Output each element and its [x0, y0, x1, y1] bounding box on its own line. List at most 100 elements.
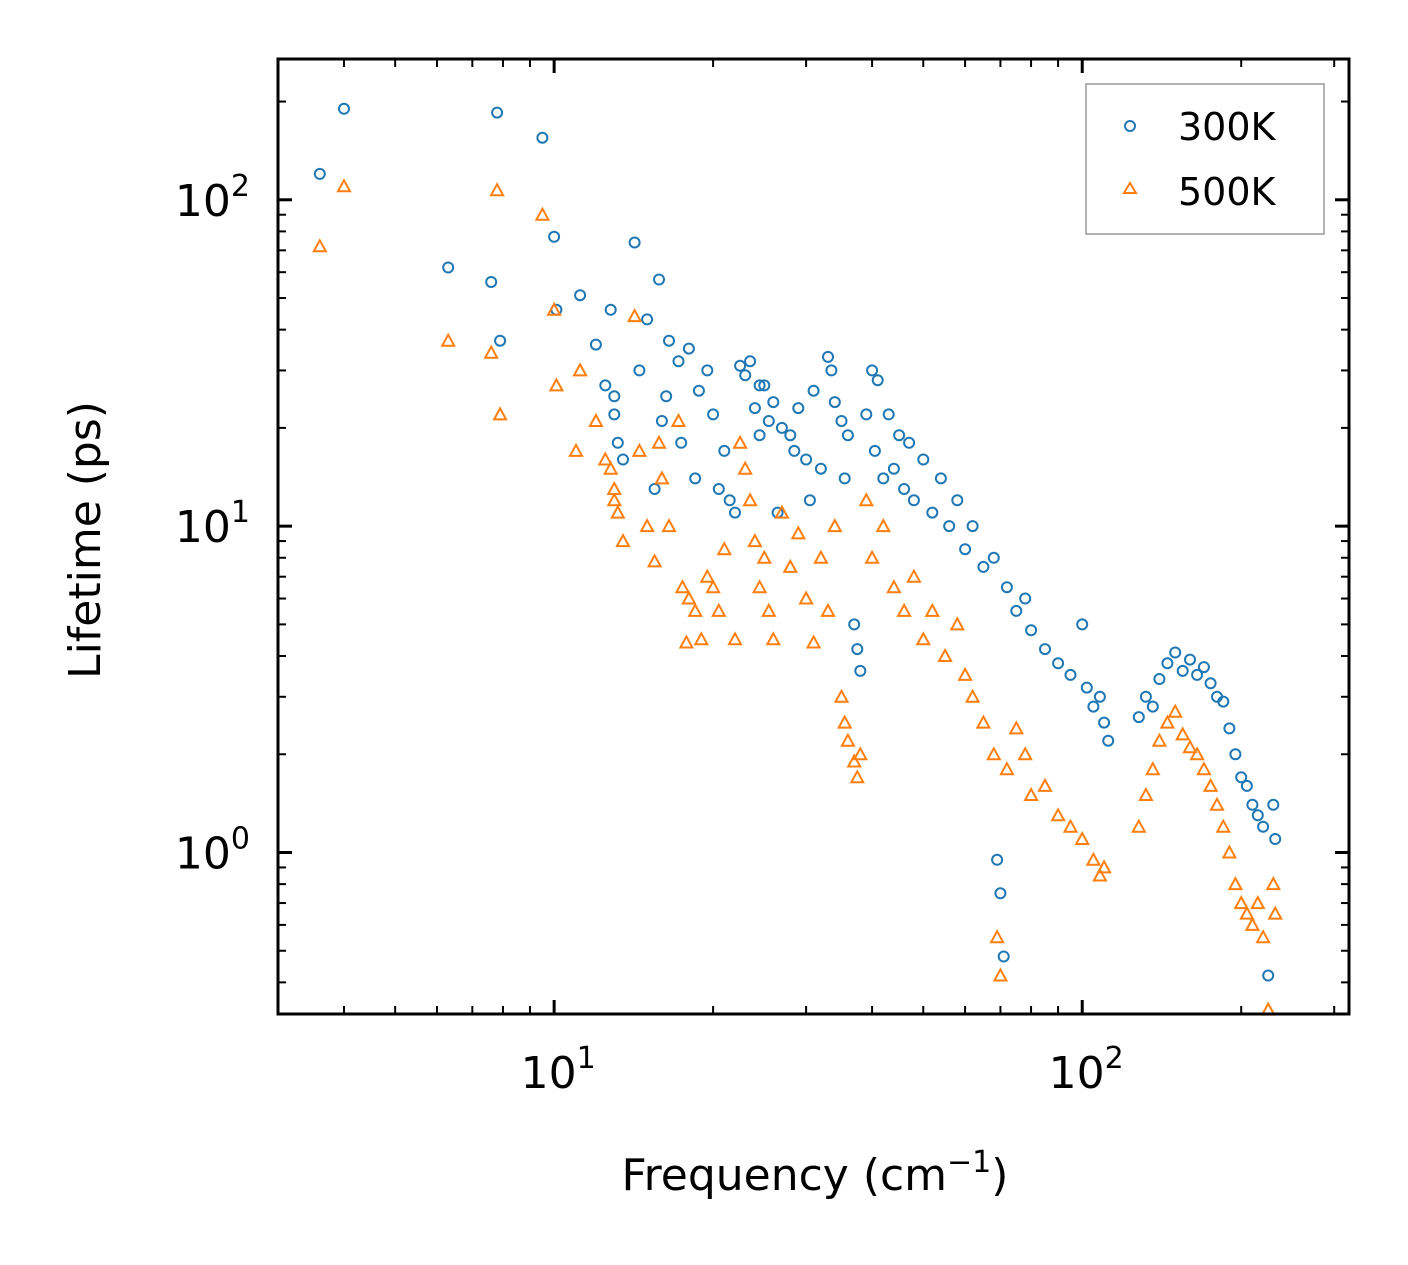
point-500k-93: [1189, 746, 1205, 761]
point-300k-104: [1169, 646, 1182, 659]
point-500k-15: [606, 492, 622, 507]
point-300k-99: [1132, 711, 1145, 724]
point-300k-50: [800, 453, 813, 466]
point-500k-10: [572, 362, 588, 377]
tick-labels: 101 102 100 101 102: [175, 169, 1124, 1099]
point-300k-39: [748, 402, 761, 415]
point-500k-88: [1151, 732, 1168, 747]
point-300k-83: [991, 853, 1004, 866]
point-300k-12: [604, 303, 617, 316]
point-500k-39: [747, 533, 763, 548]
point-300k-115: [1240, 779, 1253, 792]
point-300k-79: [959, 543, 972, 556]
point-500k-32: [705, 579, 721, 594]
point-300k-102: [1153, 673, 1166, 685]
point-300k-60: [848, 618, 861, 631]
legend-label-300k: 300K: [1178, 105, 1277, 149]
point-300k-13: [608, 390, 621, 403]
point-300k-31: [707, 408, 720, 421]
point-300k-38: [744, 355, 757, 368]
y-tick-label-2: 102: [175, 169, 250, 227]
point-500k-16: [610, 504, 626, 519]
y-axis-label: Lifetime (ps): [60, 401, 111, 679]
point-300k-105: [1176, 664, 1189, 677]
point-500k-69: [964, 688, 981, 703]
point-500k-71: [986, 746, 1002, 761]
point-300k-84: [994, 887, 1007, 900]
point-500k-49: [813, 549, 829, 564]
point-500k-70: [975, 714, 992, 729]
point-300k-98: [1102, 734, 1115, 747]
point-500k-13: [603, 460, 619, 475]
plot-frame: [276, 57, 1351, 1016]
point-300k-14: [608, 408, 621, 421]
point-300k-112: [1223, 722, 1236, 735]
point-300k-21: [653, 273, 665, 286]
point-300k-118: [1257, 820, 1270, 833]
point-500k-75: [1008, 720, 1024, 735]
point-300k-51: [803, 494, 816, 507]
point-500k-50: [820, 602, 836, 617]
point-500k-92: [1182, 739, 1198, 754]
point-500k-66: [937, 647, 953, 662]
point-300k-44: [767, 396, 780, 409]
point-500k-102: [1244, 916, 1261, 931]
point-300k-27: [682, 342, 695, 355]
point-300k-87: [1010, 604, 1023, 617]
point-500k-59: [864, 549, 880, 564]
point-500k-27: [678, 634, 695, 649]
point-300k-28: [689, 472, 702, 485]
point-300k-48: [788, 444, 801, 457]
point-500k-106: [1265, 876, 1281, 891]
point-500k-28: [681, 590, 697, 605]
point-300k-67: [877, 472, 890, 485]
point-500k-53: [837, 714, 853, 729]
point-300k-30: [701, 364, 714, 377]
legend-marker-500k: [1122, 181, 1138, 194]
legend-label-500k: 500K: [1178, 170, 1277, 214]
point-500k-43: [765, 631, 781, 646]
point-300k-46: [775, 421, 788, 434]
point-300k-53: [814, 462, 827, 475]
point-500k-107: [1267, 905, 1283, 920]
point-300k-75: [926, 506, 939, 519]
y-tick-label-1: 101: [175, 495, 250, 553]
point-300k-113: [1229, 748, 1242, 761]
point-500k-45: [782, 558, 798, 573]
point-300k-33: [718, 444, 731, 457]
point-300k-59: [841, 429, 854, 442]
point-500k-94: [1196, 761, 1212, 776]
point-300k-89: [1025, 624, 1038, 637]
point-500k-31: [699, 568, 715, 583]
point-500k-64: [915, 631, 931, 646]
point-500k-36: [732, 434, 748, 449]
point-300k-56: [828, 396, 841, 409]
point-300k-43: [762, 415, 775, 427]
point-500k-103: [1250, 895, 1266, 910]
point-300k-36: [734, 359, 747, 372]
point-500k-72: [989, 929, 1005, 944]
point-300k-6: [536, 131, 549, 144]
point-500k-98: [1221, 844, 1238, 859]
point-300k-19: [641, 313, 654, 326]
point-500k-60: [875, 518, 891, 533]
point-300k-16: [617, 453, 629, 466]
point-300k-15: [611, 436, 624, 449]
point-300k-57: [835, 415, 848, 427]
point-300k-74: [917, 453, 930, 466]
point-500k-80: [1062, 818, 1079, 833]
point-300k-109: [1204, 677, 1217, 690]
point-300k-54: [822, 350, 834, 363]
point-500k-65: [924, 602, 940, 617]
point-500k-11: [588, 412, 604, 427]
point-500k-42: [761, 602, 777, 617]
point-300k-106: [1184, 653, 1196, 666]
point-500k-56: [849, 769, 865, 784]
point-500k-58: [858, 492, 874, 507]
point-300k-47: [784, 429, 797, 442]
point-500k-84: [1096, 859, 1112, 874]
point-300k-7: [548, 230, 561, 243]
point-300k-94: [1080, 681, 1093, 694]
point-500k-1: [336, 178, 352, 193]
point-500k-8: [548, 377, 565, 392]
